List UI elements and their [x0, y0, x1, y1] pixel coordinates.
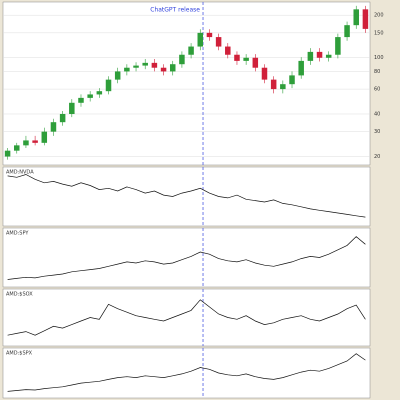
candle-body	[78, 97, 84, 103]
candle-body	[270, 79, 277, 90]
y-tick-label: 100	[374, 55, 384, 61]
panel	[2, 227, 371, 288]
candle-body	[50, 122, 57, 132]
candle-body	[362, 9, 369, 29]
y-tick-label: 20	[374, 154, 380, 160]
annotation: ChatGPT release	[150, 7, 200, 14]
candle-body	[261, 67, 268, 80]
candle-body	[14, 145, 20, 151]
candle-body	[344, 25, 350, 38]
candle-body	[124, 67, 130, 72]
panel	[2, 166, 371, 227]
candle-body	[114, 71, 121, 80]
candle-body	[225, 46, 231, 55]
candle-body	[96, 91, 103, 95]
candle-body	[298, 60, 304, 76]
candle-body	[4, 150, 11, 157]
candle-body	[32, 140, 38, 143]
y-tick-label: 200	[374, 13, 384, 19]
candle-body	[335, 37, 341, 55]
candle-body	[160, 67, 167, 72]
candle-body	[133, 65, 139, 68]
candle-body	[307, 51, 314, 61]
candle-body	[215, 37, 222, 47]
ratio-line	[7, 236, 366, 280]
candle-body	[252, 57, 259, 68]
panel	[2, 288, 371, 347]
candle-body	[69, 102, 75, 114]
candle-body	[197, 32, 204, 47]
candle-body	[23, 140, 29, 146]
ratio-line	[7, 353, 366, 392]
panel	[2, 1, 371, 166]
y-tick-label: 40	[374, 111, 380, 117]
candle-body	[41, 131, 48, 143]
candle-body	[188, 46, 194, 55]
candle-body	[169, 64, 176, 72]
candle-body	[179, 54, 185, 65]
y-tick-label: 80	[374, 69, 380, 75]
panel	[2, 347, 371, 399]
y-tick-label: 150	[374, 30, 384, 36]
candle-body	[151, 62, 158, 68]
candle-body	[243, 57, 249, 61]
candle-body	[353, 9, 359, 26]
candle-body	[316, 51, 323, 58]
panel-title: AMD:$SOX	[6, 292, 33, 298]
y-tick-label: 30	[374, 129, 380, 135]
candle-body	[59, 113, 66, 123]
panel-title: AMD:NVDA	[6, 170, 34, 176]
ratio-line	[7, 174, 366, 218]
panel-title: AMD:$SPX	[6, 351, 33, 357]
candle-body	[105, 79, 112, 92]
panel-title: AMD:SPY	[6, 231, 29, 237]
candle-body	[206, 32, 213, 38]
candle-body	[234, 54, 240, 61]
candle-body	[142, 62, 148, 66]
candle-body	[325, 54, 332, 58]
ratio-line	[7, 299, 366, 336]
y-tick-label: 60	[374, 87, 380, 93]
candle-body	[280, 84, 286, 90]
candle-body	[87, 94, 93, 98]
candle-body	[289, 75, 295, 85]
